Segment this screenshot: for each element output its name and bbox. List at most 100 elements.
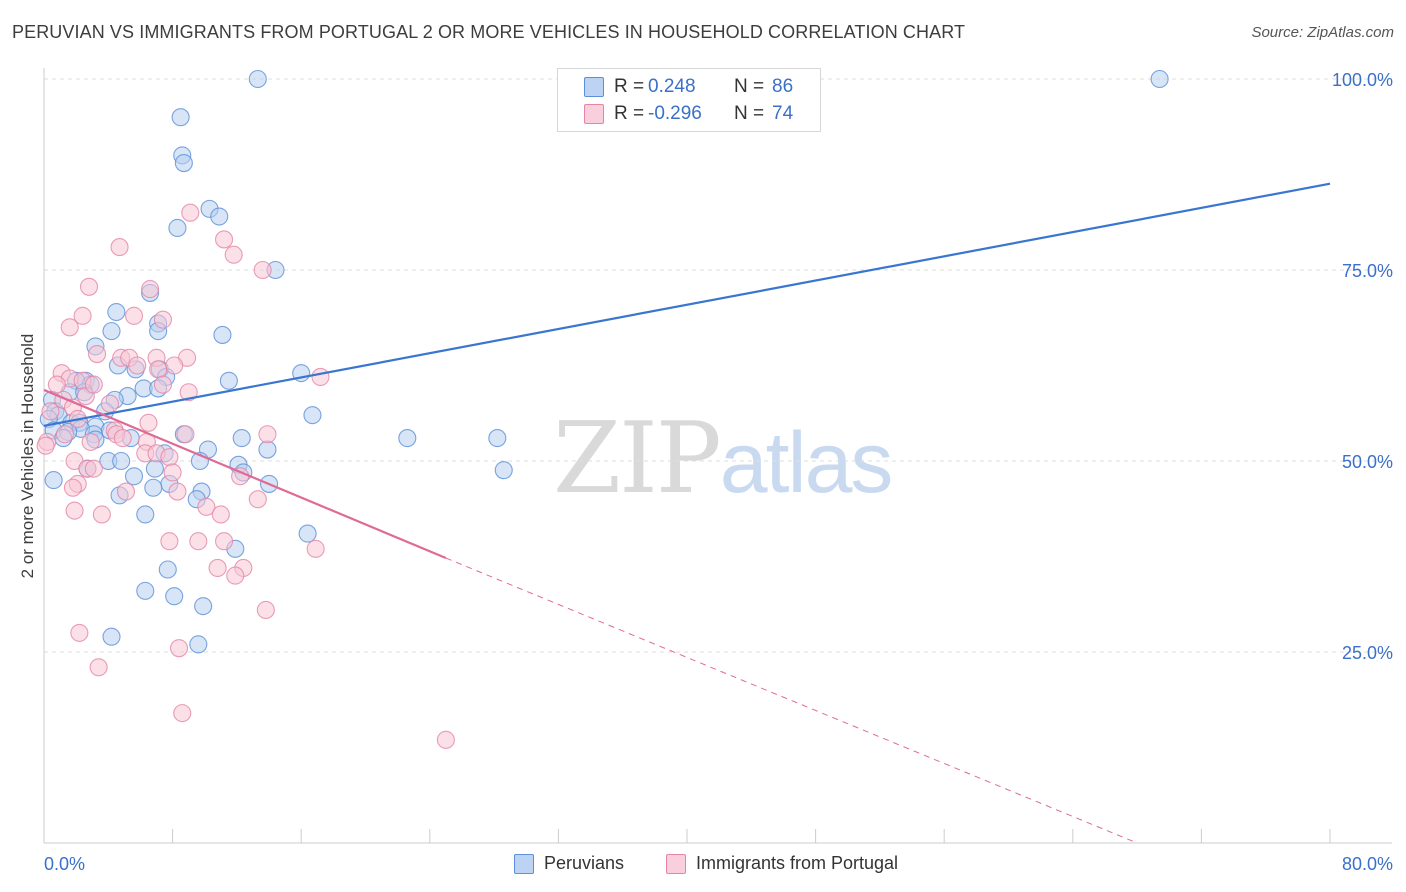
data-point-pink xyxy=(176,425,195,444)
data-point-blue xyxy=(136,505,155,524)
watermark-zip: ZIP xyxy=(553,402,722,516)
data-point-pink xyxy=(197,497,216,516)
data-point-pink xyxy=(87,344,107,364)
trend-line-dashed-pink xyxy=(445,557,1138,844)
data-point-blue xyxy=(44,471,63,490)
data-point-pink xyxy=(153,375,173,394)
chart-title: PERUVIAN VS IMMIGRANTS FROM PORTUGAL 2 O… xyxy=(12,22,966,42)
data-point-pink xyxy=(124,306,144,325)
legend-r-value: -0.296 xyxy=(648,103,702,124)
data-point-blue xyxy=(1150,69,1169,89)
data-point-pink xyxy=(81,432,100,451)
bottom-legend-label: Peruvians xyxy=(544,853,625,873)
bottom-legend-swatch-pink xyxy=(666,854,686,874)
data-point-blue xyxy=(136,581,155,600)
data-point-blue xyxy=(124,467,144,486)
legend-n-value: 74 xyxy=(772,103,794,124)
trend-line-blue xyxy=(43,182,1331,427)
data-point-pink xyxy=(163,463,182,482)
data-point-blue xyxy=(494,461,513,480)
data-point-pink xyxy=(153,310,173,329)
data-point-blue xyxy=(258,440,277,459)
data-point-pink xyxy=(214,230,234,249)
bottom-legend-label: Immigrants from Portugal xyxy=(696,853,899,873)
watermark-atlas: atlas xyxy=(719,415,894,511)
data-point-blue xyxy=(194,597,213,616)
data-point-pink xyxy=(41,402,60,421)
data-point-blue xyxy=(232,429,251,448)
data-point-pink xyxy=(65,501,84,520)
data-point-blue xyxy=(144,478,163,497)
legend-r-label: R = xyxy=(614,76,645,97)
data-point-pink xyxy=(311,367,330,387)
data-point-pink xyxy=(168,482,187,501)
x-tick-label: 0.0% xyxy=(44,854,85,874)
data-point-pink xyxy=(208,558,227,578)
trend-line-pink xyxy=(43,388,447,560)
data-point-blue xyxy=(168,218,187,238)
data-point-blue xyxy=(213,325,232,344)
data-point-pink xyxy=(128,356,147,375)
y-tick-label: 75.0% xyxy=(1342,261,1393,281)
data-point-blue xyxy=(165,587,184,606)
data-point-pink xyxy=(248,490,267,509)
data-point-pink xyxy=(436,730,455,749)
y-tick-label: 50.0% xyxy=(1342,452,1393,472)
x-tick-label: 80.0% xyxy=(1342,854,1393,874)
data-point-pink xyxy=(258,425,277,444)
data-point-pink xyxy=(149,360,168,379)
data-point-pink xyxy=(173,704,192,723)
data-point-pink xyxy=(189,532,208,551)
data-point-pink xyxy=(110,238,129,257)
data-point-blue xyxy=(145,459,164,478)
data-point-pink xyxy=(253,260,272,280)
data-point-pink xyxy=(55,425,74,444)
data-point-pink xyxy=(224,245,243,264)
data-point-pink xyxy=(160,532,179,551)
data-point-pink xyxy=(73,306,92,325)
y-tick-label: 100.0% xyxy=(1332,70,1393,90)
data-point-pink xyxy=(165,356,184,375)
data-point-pink xyxy=(211,505,230,524)
legend-r-value: 0.248 xyxy=(648,76,696,97)
watermark: ZIPatlas xyxy=(553,402,894,516)
data-point-blue xyxy=(303,406,322,425)
legend-r-label: R = xyxy=(614,103,645,124)
data-point-pink xyxy=(179,383,198,402)
data-point-blue xyxy=(107,302,126,322)
data-point-pink xyxy=(84,375,103,394)
legend-n-label: N = xyxy=(734,76,765,97)
data-point-pink xyxy=(63,478,82,497)
data-point-blue xyxy=(102,322,121,341)
data-point-pink xyxy=(160,448,179,467)
data-point-blue xyxy=(298,524,317,543)
legend-swatch-blue xyxy=(584,77,604,97)
data-point-pink xyxy=(60,318,79,337)
data-point-blue xyxy=(248,69,267,89)
source-label: Source: ZipAtlas.com xyxy=(1251,24,1394,41)
data-point-blue xyxy=(174,153,193,173)
legend-n-value: 86 xyxy=(772,76,794,97)
data-point-pink xyxy=(116,482,136,501)
data-point-blue xyxy=(112,451,131,471)
data-point-blue xyxy=(158,560,177,579)
legend-swatch-pink xyxy=(584,104,604,124)
data-point-blue xyxy=(189,635,208,654)
y-tick-label: 25.0% xyxy=(1342,643,1393,663)
legend-n-label: N = xyxy=(734,103,765,124)
data-point-pink xyxy=(141,280,160,299)
data-point-blue xyxy=(398,429,417,448)
data-point-pink xyxy=(181,203,200,222)
data-point-pink xyxy=(84,459,103,478)
data-point-blue xyxy=(171,108,190,127)
bottom-legend-swatch-blue xyxy=(514,854,534,874)
y-axis-label: 2 or more Vehicles in Household xyxy=(18,333,37,579)
data-point-blue xyxy=(488,429,507,448)
data-point-pink xyxy=(47,375,66,394)
data-point-pink xyxy=(169,639,189,658)
data-point-pink xyxy=(89,658,108,677)
data-point-pink xyxy=(139,413,158,432)
data-point-pink xyxy=(256,600,275,620)
data-point-blue xyxy=(210,207,229,226)
